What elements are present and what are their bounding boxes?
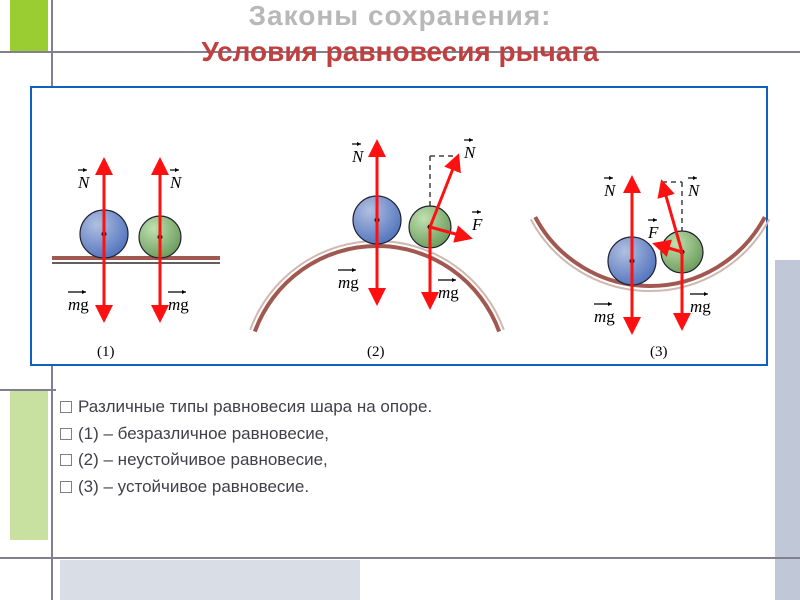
caption-1: (1) – безразличное равновесие, [60,422,760,447]
svg-text:mg: mg [338,273,359,292]
svg-text:mg: mg [594,307,615,326]
svg-text:mg: mg [438,283,459,302]
svg-text:N: N [463,143,477,162]
svg-text:F: F [471,215,483,234]
title-block: Законы сохранения: Условия равновесия ры… [60,0,740,68]
svg-text:N: N [169,173,183,192]
decor-bar-lightgreen [10,390,48,540]
diagram-container: N Nmg mg (1) N N Fmg mg (2) N N Fmg mg (3) [30,86,768,366]
title-grey: Законы сохранения: [60,0,740,32]
svg-text:(3): (3) [650,344,668,360]
svg-text:(1): (1) [97,344,115,360]
title-red: Условия равновесия рычага [60,36,740,68]
captions-block: Различные типы равновесия шара на опоре.… [60,395,760,502]
svg-text:N: N [351,147,365,166]
svg-text:N: N [603,181,617,200]
decor-bar-right [775,260,800,600]
caption-intro: Различные типы равновесия шара на опоре. [60,395,760,420]
svg-text:mg: mg [690,297,711,316]
caption-2: (2) – неустойчивое равновесие, [60,448,760,473]
svg-text:N: N [687,181,701,200]
caption-3: (3) – устойчивое равновесие. [60,475,760,500]
svg-text:F: F [647,223,659,242]
decor-bar-green [10,0,48,52]
svg-text:mg: mg [68,295,89,314]
svg-text:mg: mg [168,295,189,314]
diagram-svg: N Nmg mg (1) N N Fmg mg (2) N N Fmg mg (3) [32,88,770,368]
decor-bar-bottom [60,560,360,600]
svg-text:N: N [77,173,91,192]
svg-text:(2): (2) [367,344,385,360]
